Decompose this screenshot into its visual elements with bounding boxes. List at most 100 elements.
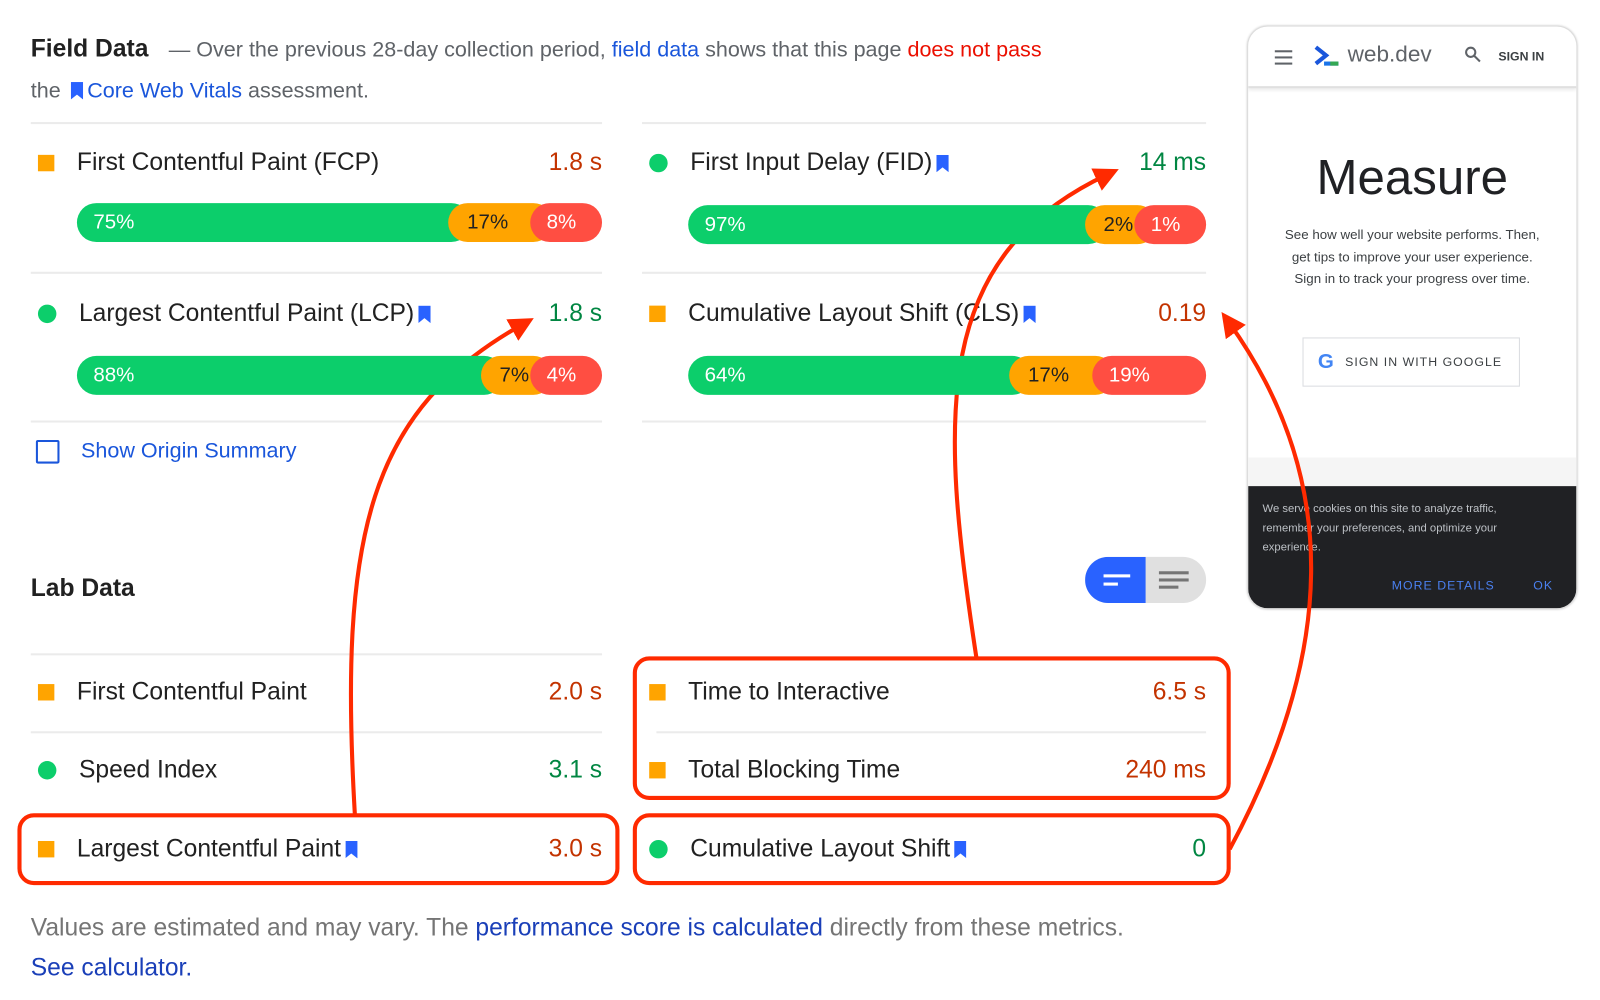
- summary-view-icon: [1103, 582, 1118, 586]
- intro-text: shows that this page: [705, 37, 902, 62]
- field-data-intro: Field Data — Over the previous 28-day co…: [31, 29, 1159, 112]
- list-view-icon: [1158, 585, 1179, 589]
- core-web-vitals-link[interactable]: Core Web Vitals: [87, 78, 243, 103]
- metric-label: First Contentful Paint (FCP): [76, 148, 380, 177]
- pass-circle-icon: [37, 304, 57, 324]
- intro-text: the: [30, 78, 61, 103]
- average-square-icon: [649, 305, 666, 323]
- metric-first-contentful-paint: First Contentful Paint 2.0 s: [31, 672, 602, 713]
- google-g-icon: G: [1317, 350, 1335, 373]
- metric-cumulative-layout-shift: Cumulative Layout Shift 0: [642, 829, 1206, 870]
- list-view-icon: [1158, 578, 1189, 582]
- google-button-label: SIGN IN WITH GOOGLE: [1345, 354, 1503, 370]
- footer-text: Values are estimated and may vary. The: [30, 913, 469, 942]
- divider: [30, 122, 603, 125]
- good-segment: 64%: [688, 355, 1033, 395]
- highlight-box-cls: [632, 813, 1231, 886]
- list-view-icon: [1158, 571, 1189, 575]
- divider: [30, 653, 603, 656]
- metric-value: 14 ms: [1139, 148, 1207, 177]
- performance-score-link[interactable]: performance score is calculated: [475, 913, 823, 942]
- distribution-bar: 97% 2% 1%: [688, 205, 1207, 245]
- sign-in-with-google-button[interactable]: G SIGN IN WITH GOOGLE: [1302, 337, 1520, 387]
- view-toggle[interactable]: [1085, 556, 1207, 604]
- divider: [642, 420, 1207, 423]
- intro-text: Over the previous 28-day collection peri…: [196, 37, 606, 62]
- average-square-icon: [37, 154, 55, 172]
- metric-label: Time to Interactive: [688, 677, 890, 706]
- field-data-link[interactable]: field data: [611, 37, 700, 62]
- good-segment: 75%: [76, 203, 472, 243]
- highlight-box-lcp: [17, 813, 620, 886]
- show-origin-summary-toggle[interactable]: Show Origin Summary: [35, 438, 297, 464]
- average-square-icon: [37, 684, 55, 701]
- good-segment: 88%: [76, 355, 504, 395]
- metric-label: Speed Index: [78, 755, 218, 784]
- average-square-icon: [649, 762, 666, 779]
- metric-value: 0.19: [1158, 299, 1207, 328]
- poor-segment: 8%: [530, 203, 603, 243]
- metric-value: 2.0 s: [548, 677, 603, 706]
- hero-heading: Measure: [1316, 150, 1509, 206]
- metric-label: Cumulative Layout Shift (CLS): [688, 299, 1158, 328]
- metric-value: 240 ms: [1125, 755, 1207, 784]
- sign-in-link[interactable]: SIGN IN: [1498, 49, 1545, 64]
- pass-circle-icon: [37, 760, 57, 780]
- distribution-bar: 75% 17% 8%: [76, 203, 603, 243]
- lab-data-title: Lab Data: [30, 574, 135, 603]
- search-icon[interactable]: [1465, 46, 1481, 63]
- show-origin-summary-label: Show Origin Summary: [81, 438, 297, 463]
- hamburger-menu-icon[interactable]: [1274, 50, 1293, 65]
- poor-segment: 19%: [1092, 355, 1207, 395]
- metric-speed-index: Speed Index 3.1 s: [31, 750, 602, 791]
- content-strip: [1248, 457, 1577, 487]
- divider: [642, 122, 1207, 125]
- page-screenshot-thumbnail: web.dev SIGN IN Measure See how well you…: [1247, 25, 1578, 610]
- metric-first-contentful-paint-fcp: First Contentful Paint (FCP) 1.8 s: [31, 143, 602, 184]
- site-brand: web.dev: [1347, 41, 1432, 67]
- divider: [30, 731, 603, 734]
- metric-label: Cumulative Layout Shift: [690, 835, 1192, 864]
- distribution-bar: 64% 17% 19%: [688, 355, 1207, 395]
- metric-largest-contentful-paint-lcp: Largest Contentful Paint (LCP) 1.8 s: [31, 293, 602, 334]
- summary-view-button[interactable]: [1085, 556, 1146, 604]
- poor-segment: 4%: [530, 355, 603, 395]
- checkbox[interactable]: [35, 439, 60, 464]
- distribution-bar: 88% 7% 4%: [76, 355, 603, 395]
- metric-label: Largest Contentful Paint: [77, 835, 549, 864]
- bookmark-icon: [418, 305, 431, 324]
- bookmark-icon: [936, 154, 949, 173]
- metric-label: First Input Delay (FID): [690, 149, 1139, 178]
- cookie-banner: We serve cookies on this site to analyze…: [1248, 486, 1577, 609]
- assessment-fail-text: does not pass: [907, 37, 1042, 62]
- metric-value: 6.5 s: [1152, 677, 1207, 706]
- metric-largest-contentful-paint: Largest Contentful Paint 3.0 s: [31, 829, 602, 870]
- summary-view-icon: [1103, 574, 1131, 578]
- highlight-box-tti-tbt: [632, 656, 1231, 800]
- metric-label: Largest Contentful Paint (LCP): [79, 299, 549, 328]
- ok-button[interactable]: OK: [1533, 578, 1554, 593]
- metric-value: 1.8 s: [548, 299, 603, 328]
- site-header: web.dev SIGN IN: [1248, 27, 1577, 89]
- web-dev-logo-icon: [1314, 45, 1339, 66]
- divider: [642, 271, 1207, 274]
- metric-cumulative-layout-shift-cls: Cumulative Layout Shift (CLS) 0.19: [642, 293, 1206, 334]
- poor-segment: 1%: [1134, 205, 1207, 245]
- metric-value: 3.0 s: [548, 834, 603, 863]
- pass-circle-icon: [649, 153, 668, 173]
- metric-label: First Contentful Paint: [76, 677, 307, 706]
- pass-circle-icon: [649, 839, 668, 859]
- footer-text: directly from these metrics.: [829, 913, 1124, 942]
- metric-value: 3.1 s: [548, 755, 603, 784]
- average-square-icon: [649, 684, 666, 701]
- divider: [30, 420, 603, 423]
- intro-text: assessment.: [248, 78, 369, 103]
- hero-text: See how well your website performs. Then…: [1284, 226, 1540, 287]
- metric-label: Total Blocking Time: [688, 755, 901, 784]
- footer-note: Values are estimated and may vary. The p…: [31, 908, 1159, 988]
- cookie-text: We serve cookies on this site to analyze…: [1262, 502, 1498, 554]
- bookmark-icon: [1023, 305, 1036, 324]
- see-calculator-link[interactable]: See calculator.: [30, 953, 193, 982]
- more-details-button[interactable]: MORE DETAILS: [1391, 578, 1495, 593]
- metric-value: 1.8 s: [548, 148, 603, 177]
